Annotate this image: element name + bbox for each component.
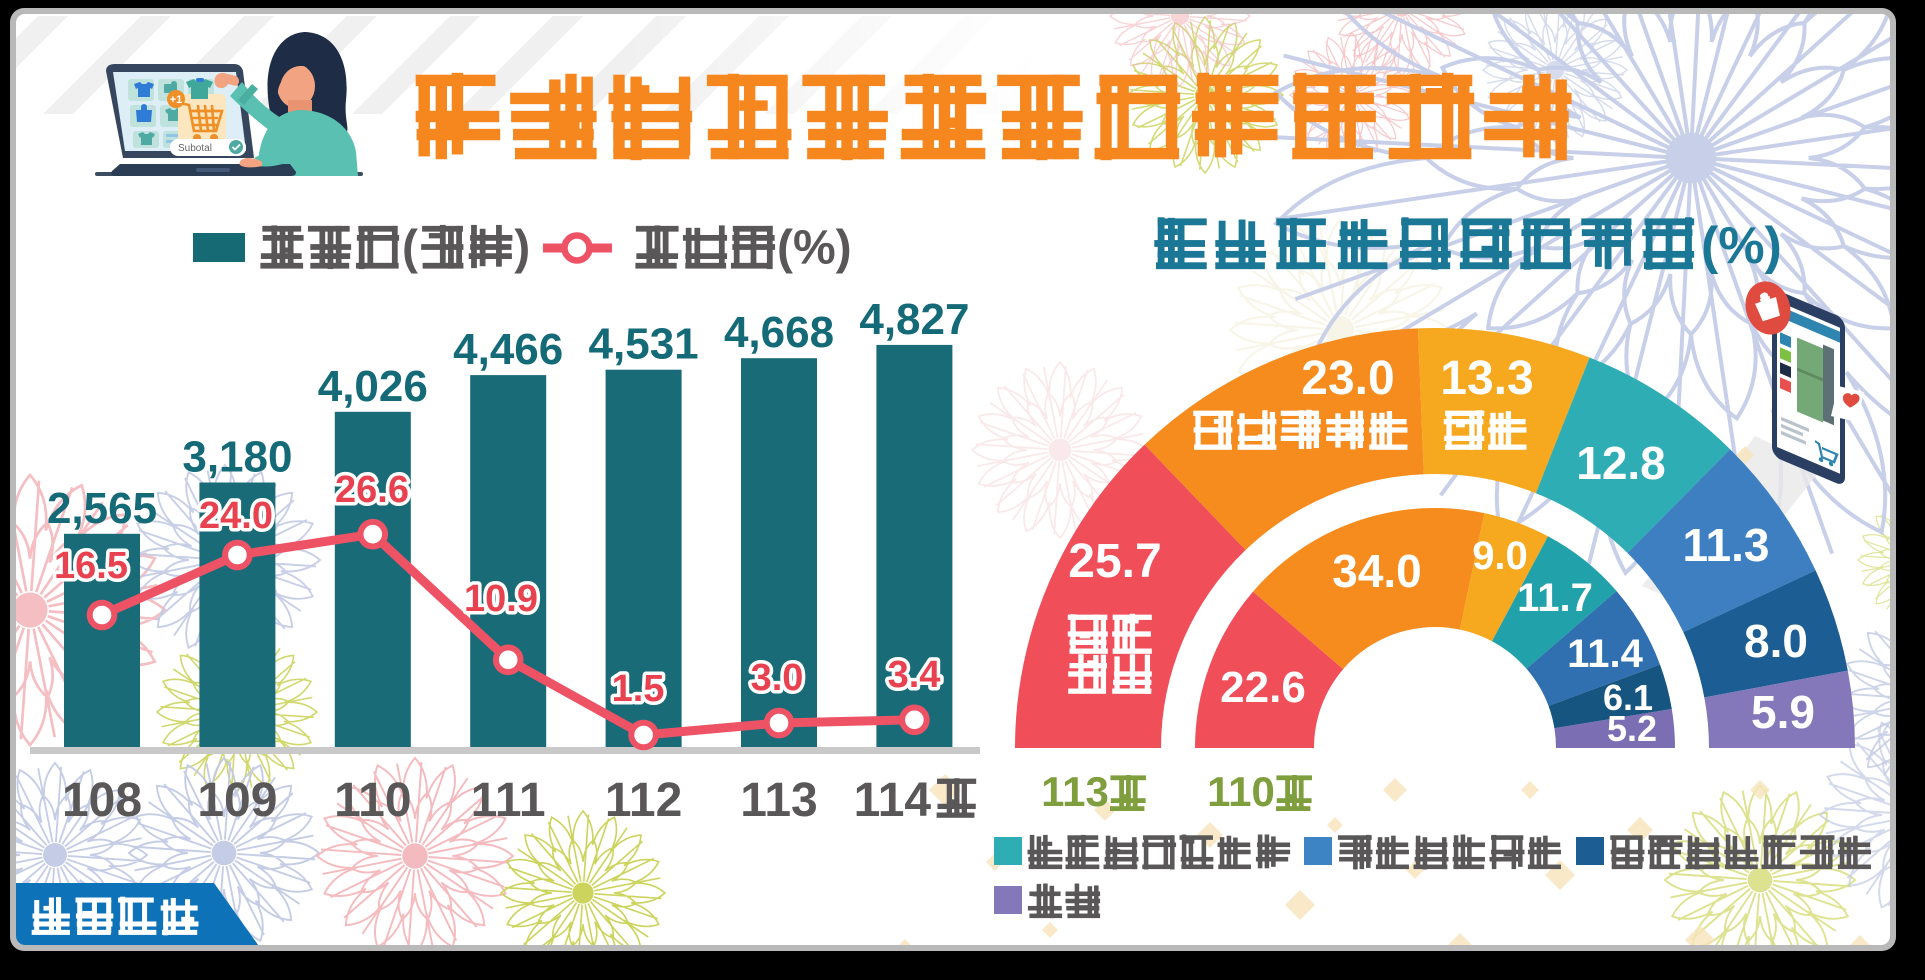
svg-text:11.7: 11.7 [1517, 576, 1593, 620]
svg-text:5.9: 5.9 [1751, 686, 1815, 738]
svg-text:4,827: 4,827 [859, 295, 969, 344]
svg-text:2,565: 2,565 [47, 484, 157, 533]
svg-text:(: ( [402, 221, 418, 274]
svg-text:3.4: 3.4 [888, 654, 941, 696]
svg-text:26.6: 26.6 [335, 469, 409, 511]
svg-text:4,026: 4,026 [318, 362, 428, 411]
svg-text:22.6: 22.6 [1220, 663, 1306, 712]
svg-text:6.1: 6.1 [1603, 677, 1653, 718]
svg-text:4,531: 4,531 [589, 320, 699, 369]
svg-text:23.0: 23.0 [1301, 352, 1394, 405]
svg-text:8.0: 8.0 [1744, 615, 1808, 667]
svg-text:4,466: 4,466 [453, 325, 563, 374]
svg-text:108: 108 [62, 774, 142, 827]
svg-text:(%): (%) [777, 221, 852, 274]
svg-text:3,180: 3,180 [182, 432, 292, 481]
svg-text:10.9: 10.9 [464, 578, 538, 620]
svg-text:113: 113 [1041, 768, 1109, 815]
svg-text:113: 113 [740, 774, 817, 827]
svg-text:25.7: 25.7 [1068, 535, 1161, 588]
svg-text:13.3: 13.3 [1440, 352, 1533, 405]
svg-text:11.3: 11.3 [1683, 519, 1770, 571]
svg-text:11.4: 11.4 [1567, 632, 1643, 676]
svg-text:34.0: 34.0 [1332, 545, 1422, 597]
svg-text:111: 111 [471, 774, 546, 827]
svg-text:4,668: 4,668 [724, 308, 834, 357]
svg-text:(%): (%) [1701, 217, 1782, 275]
svg-text:5.2: 5.2 [1607, 708, 1657, 749]
svg-text:110: 110 [334, 774, 411, 827]
svg-text:): ) [514, 221, 530, 274]
svg-text:110: 110 [1207, 768, 1275, 815]
svg-text:16.5: 16.5 [54, 545, 128, 587]
svg-text:112: 112 [605, 774, 682, 827]
svg-text:3.0: 3.0 [751, 657, 804, 699]
svg-text:109: 109 [197, 774, 277, 827]
svg-text:12.8: 12.8 [1576, 437, 1666, 489]
svg-text:Subotal: Subotal [178, 143, 212, 154]
svg-text:114: 114 [854, 774, 932, 827]
svg-text:1.5: 1.5 [612, 668, 665, 710]
svg-text:+1: +1 [170, 94, 183, 106]
svg-text:9.0: 9.0 [1472, 534, 1528, 578]
svg-text:24.0: 24.0 [199, 495, 273, 537]
